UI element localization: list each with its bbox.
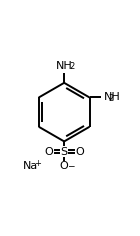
Text: S: S [61,147,68,157]
Text: NH: NH [104,92,121,102]
Text: −: − [66,161,74,170]
Text: O: O [60,161,69,172]
Text: Na: Na [23,161,38,171]
Text: O: O [44,147,53,157]
Text: NH: NH [56,61,73,71]
Text: +: + [34,159,41,168]
Text: 2: 2 [109,94,114,103]
Text: O: O [76,147,84,157]
Text: 2: 2 [69,63,74,72]
